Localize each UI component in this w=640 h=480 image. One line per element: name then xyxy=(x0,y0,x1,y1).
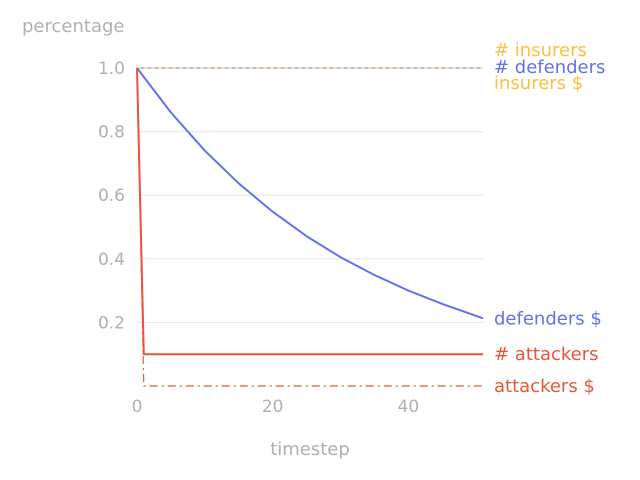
series-label: # defenders xyxy=(494,57,605,78)
series-line-3 xyxy=(136,67,484,320)
y-tick-label: 0.8 xyxy=(98,123,125,143)
y-axis-title: percentage xyxy=(22,16,124,37)
tick-labels: 0.2 0.4 0.6 0.8 1.0 0 20 40 xyxy=(98,59,419,417)
x-tick-label: 0 xyxy=(132,397,143,417)
series-line-4 xyxy=(136,67,483,356)
series-label: attackers $ xyxy=(494,376,595,397)
series-line-5 xyxy=(136,67,483,387)
series-label: insurers $ xyxy=(494,73,583,94)
y-tick-label: 1.0 xyxy=(98,59,125,79)
x-axis-title: timestep xyxy=(270,439,350,460)
x-tick-label: 40 xyxy=(398,397,420,417)
grid-lines xyxy=(137,67,483,323)
x-tick-label: 20 xyxy=(262,397,284,417)
series-lines xyxy=(136,67,484,387)
y-tick-label: 0.4 xyxy=(98,250,125,270)
series-label: # insurers xyxy=(494,40,587,61)
y-tick-label: 0.2 xyxy=(98,313,125,333)
series-label: defenders $ xyxy=(494,308,602,329)
series-label: # attackers xyxy=(494,344,599,365)
y-tick-label: 0.6 xyxy=(98,186,125,206)
